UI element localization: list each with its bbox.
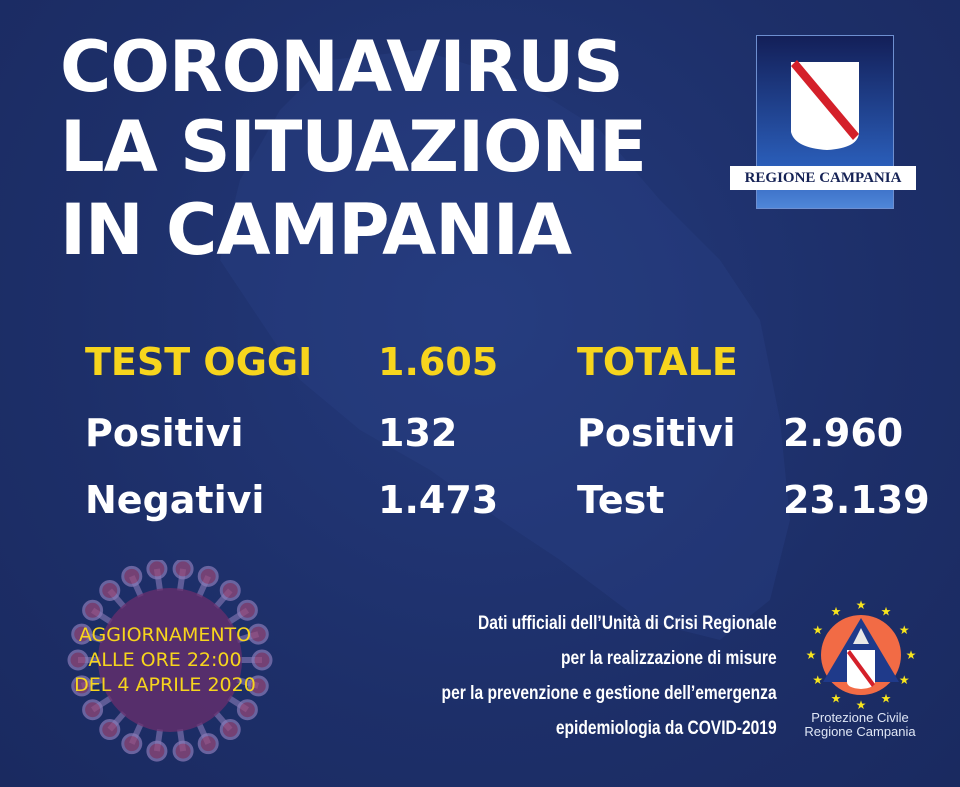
protezione-civile-logo: ★ ★ ★ ★ ★ ★ ★ ★ ★ ★ ★ ★	[806, 600, 917, 710]
test-today-label: TEST OGGI	[85, 340, 313, 384]
title-line-1: CORONAVIRUS	[60, 26, 624, 108]
update-line-1: AGGIORNAMENTO	[78, 624, 252, 646]
source-line-3: per la prevenzione e gestione dell’emerg…	[441, 683, 777, 704]
today-negative-label: Negativi	[85, 478, 265, 522]
svg-text:★: ★	[899, 673, 910, 687]
svg-text:★: ★	[881, 691, 892, 705]
protezione-civile-label: Protezione Civile Regione Campania	[796, 711, 924, 739]
source-line-2: per la realizzazione di misure	[561, 648, 777, 669]
regione-campania-label: REGIONE CAMPANIA	[730, 166, 916, 190]
update-line-2: ALLE ORE 22:00	[88, 649, 242, 671]
today-negative-value: 1.473	[378, 478, 499, 522]
pc-line-1: Protezione Civile	[811, 710, 909, 725]
svg-text:★: ★	[831, 605, 842, 619]
total-test-value: 23.139	[783, 478, 930, 522]
svg-text:★: ★	[899, 623, 910, 637]
today-positive-value: 132	[378, 411, 458, 455]
svg-text:★: ★	[812, 623, 823, 637]
total-label: TOTALE	[577, 340, 738, 384]
svg-text:★: ★	[906, 648, 917, 662]
shield-icon	[791, 60, 859, 150]
source-line-1: Dati ufficiali dell’Unità di Crisi Regio…	[478, 613, 777, 634]
source-note: Dati ufficiali dell’Unità di Crisi Regio…	[442, 606, 777, 746]
source-line-4: epidemiologia da COVID-2019	[556, 718, 777, 739]
pc-line-2: Regione Campania	[804, 724, 916, 739]
test-today-value: 1.605	[378, 340, 499, 384]
svg-text:★: ★	[812, 673, 823, 687]
update-line-3: DEL 4 APRILE 2020	[74, 674, 256, 696]
title-line-2: LA SITUAZIONE	[60, 106, 647, 188]
virus-icon	[67, 560, 273, 762]
eu-stars-icon: ★ ★ ★ ★ ★ ★ ★ ★ ★ ★ ★ ★	[806, 600, 917, 710]
svg-text:★: ★	[881, 605, 892, 619]
svg-text:★: ★	[856, 698, 867, 710]
svg-text:★: ★	[856, 600, 867, 612]
svg-text:★: ★	[831, 691, 842, 705]
total-positive-value: 2.960	[783, 411, 904, 455]
total-test-label: Test	[577, 478, 665, 522]
update-info: AGGIORNAMENTO ALLE ORE 22:00 DEL 4 APRIL…	[40, 623, 290, 698]
svg-text:★: ★	[806, 648, 817, 662]
title-line-3: IN CAMPANIA	[60, 189, 572, 271]
total-positive-label: Positivi	[577, 411, 736, 455]
today-positive-label: Positivi	[85, 411, 244, 455]
